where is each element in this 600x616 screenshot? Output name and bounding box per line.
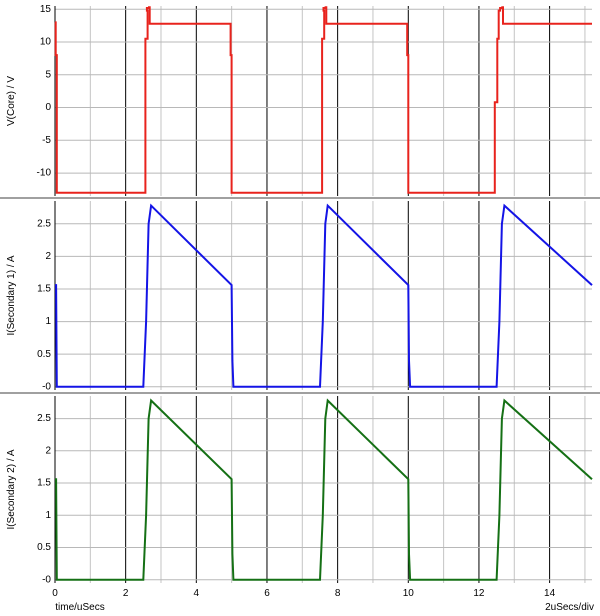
y-tick-label: 1.5 [37, 478, 51, 489]
x-tick-label: 10 [403, 588, 415, 599]
y-tick-label: 2 [45, 251, 51, 262]
y-tick-label: -10 [37, 168, 52, 179]
y-tick-label: 2 [45, 445, 51, 456]
y-tick-label: 5 [45, 69, 51, 80]
y-tick-label: 1 [45, 510, 51, 521]
panel-3: -0 0.5 1 1.5 2 2.5 I(Secondary 2) / A 0 2 4 6 8 10 12… [6, 396, 593, 599]
x-axis-label: time/uSecs [55, 602, 104, 613]
x-tick-label: 6 [264, 588, 270, 599]
y-tick-label: 10 [40, 37, 52, 48]
y-tick-label: -5 [42, 135, 51, 146]
panel-1: -10 -5 0 5 10 15 V(Core) / V [0, 4, 600, 199]
y-tick-label: 1.5 [37, 284, 51, 295]
x-tick-label: 8 [335, 588, 341, 599]
y-tick-label: 0.5 [37, 349, 51, 360]
x-tick-label: 4 [194, 588, 200, 599]
y-tick-label: 0 [45, 102, 51, 113]
y-tick-label: 2.5 [37, 218, 51, 229]
panel-divider [0, 197, 600, 199]
y-tick-label: -0 [42, 381, 51, 392]
y-axis-title: I(Secondary 1) / A [6, 255, 17, 335]
x-scale-label: 2uSecs/div [545, 602, 594, 613]
trace-3 [55, 398, 593, 581]
panel-2: -0 0.5 1 1.5 2 2.5 I(Secondary 1) / A [0, 201, 600, 394]
x-tick-label: 12 [473, 588, 485, 599]
y-tick-label: 15 [40, 4, 52, 15]
y-tick-label: 2.5 [37, 413, 51, 424]
y-tick-label: 0.5 [37, 542, 51, 553]
y-axis-title: I(Secondary 2) / A [6, 449, 17, 529]
trace-1 [54, 6, 592, 194]
y-tick-label: 1 [45, 316, 51, 327]
x-tick-label: 0 [52, 588, 58, 599]
trace-2 [55, 203, 593, 388]
x-tick-label: 14 [544, 588, 556, 599]
panel-divider [0, 392, 600, 394]
y-axis-title: V(Core) / V [6, 76, 17, 126]
x-tick-label: 2 [123, 588, 129, 599]
y-tick-label: -0 [42, 574, 51, 585]
